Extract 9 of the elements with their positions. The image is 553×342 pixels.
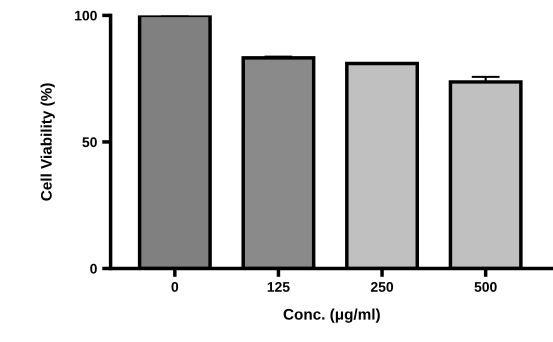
y-tick-label: 0 bbox=[90, 264, 97, 274]
y-tick-label: 50 bbox=[82, 137, 97, 148]
y-tick-label: 100 bbox=[75, 10, 97, 21]
x-tick-label: 500 bbox=[474, 282, 497, 292]
x-tick-label: 125 bbox=[268, 282, 290, 292]
x-tick-label: 0 bbox=[172, 282, 178, 292]
x-axis-title: Conc. (μg/ml) bbox=[284, 308, 380, 323]
x-tick-label: 250 bbox=[370, 282, 394, 292]
y-axis-title: Cell Viability (%) bbox=[40, 83, 55, 201]
